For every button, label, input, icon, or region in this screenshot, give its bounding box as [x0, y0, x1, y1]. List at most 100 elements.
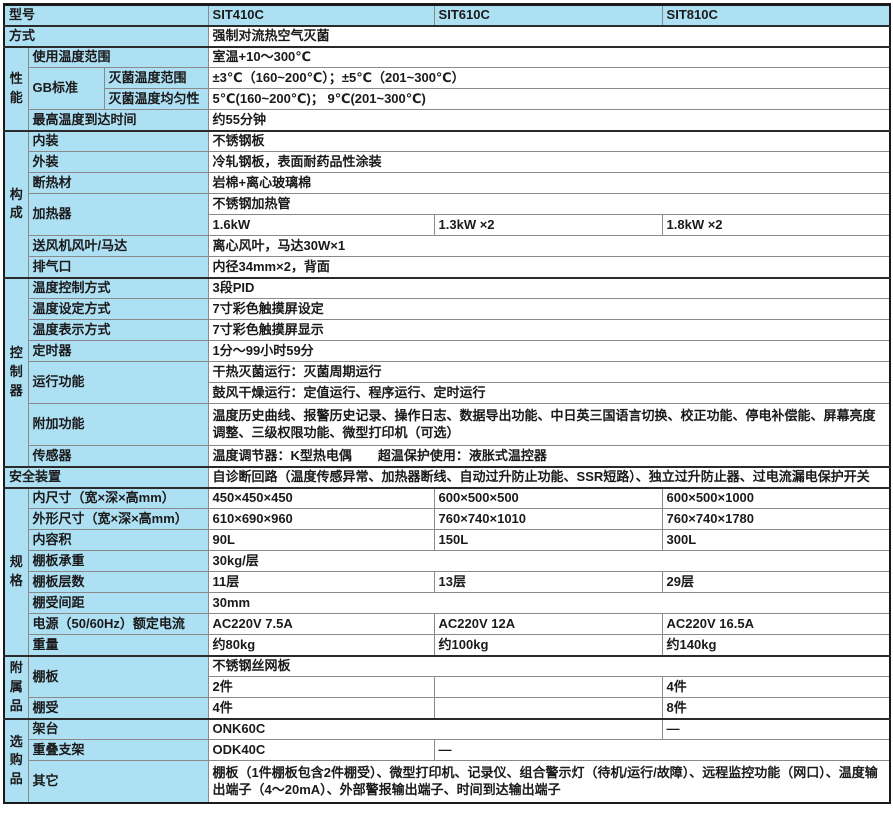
row-additional-functions-cell-1: 温度历史曲线、报警历史记录、操作日志、数据导出功能、中日英三国语言切换、校正功能… — [207, 403, 891, 447]
row-inner-dimensions-cell-0: 规格 — [3, 486, 29, 657]
row-power-rated-current: 电源（50/60Hz）额定电流 AC220V 7.5A AC220V 12A AC22… — [4, 613, 891, 636]
row-outer-dimensions-cell-2: 760×740×1010 — [433, 508, 663, 531]
row-stand-cell-1: 架台 — [27, 717, 209, 741]
row-insulation-cell-1: 岩棉+离心玻璃棉 — [207, 172, 891, 195]
row-fan-motor-cell-0: 送风机风叶/马达 — [27, 235, 209, 258]
row-stacking-bracket-cell-2: — — [433, 739, 891, 762]
row-outer-dimensions-cell-3: 760×740×1780 — [661, 508, 891, 531]
row-exhaust-port-cell-0: 排气口 — [27, 256, 209, 279]
spec-sheet: 型号 SIT410C SIT610C SIT810C 方式 强制对流热空气灭菌 性能 使用温度… — [3, 3, 892, 804]
row-operation-blast-dry-cell-0: 鼓风干燥运行：定值运行、程序运行、定时运行 — [207, 382, 891, 405]
row-shelf-support-qty-cell-0: 棚受 — [27, 697, 209, 720]
row-weight: 重量 约80kg 约100kg 约140kg — [4, 634, 891, 657]
row-fan-motor: 送风机风叶/马达 离心风叶，马达30W×1 — [4, 235, 891, 258]
row-weight-cell-1: 约80kg — [207, 634, 435, 657]
row-temp-setting-method-cell-1: 7寸彩色触摸屏设定 — [207, 298, 891, 321]
row-temp-control-method-cell-2: 3段PID — [207, 276, 891, 300]
row-heater-type: 加热器 不锈钢加热管 — [4, 193, 891, 237]
row-shelf-qty-cell-0: 2件 — [207, 676, 435, 699]
row-shelf-support-qty-cell-1: 4件 — [207, 697, 435, 720]
row-operation-dry-heat: 运行功能 干热灭菌运行：灭菌周期运行 — [4, 361, 891, 405]
row-weight-cell-0: 重量 — [27, 634, 209, 657]
row-shelf-layers-cell-2: 13层 — [433, 571, 663, 594]
row-max-temp-arrival-time: 最高温度到达时间 约55分钟 — [4, 109, 891, 132]
spec-table: 型号 SIT410C SIT610C SIT810C 方式 强制对流热空气灭菌 性能 使用温度… — [3, 3, 892, 804]
row-model-cell-1: SIT410C — [207, 3, 435, 27]
row-temp-display-method-cell-0: 温度表示方式 — [27, 319, 209, 342]
row-stacking-bracket-cell-0: 重叠支架 — [27, 739, 209, 762]
row-shelf-material: 附属品 棚板 不锈钢丝网板 — [3, 654, 891, 720]
row-sensor-cell-1: 温度调节器：K型热电偶 超温保护使用：液胀式温控器 — [207, 445, 891, 468]
row-stand-cell-0: 选购品 — [3, 717, 29, 804]
row-stand-cell-2: ONK60C — [207, 717, 663, 741]
row-heater-power-cell-0: 1.6kW — [207, 214, 435, 237]
row-inner-dimensions-cell-3: 600×500×500 — [433, 486, 663, 510]
row-interior-cell-1: 内装 — [27, 129, 209, 153]
row-interior-cell-2: 不锈钢板 — [207, 129, 891, 153]
row-shelf-support-qty: 棚受 4件 8件 — [4, 697, 891, 720]
row-shelf-qty-cell-2: 4件 — [661, 676, 891, 699]
row-gb-sterilization-temp-range-cell-0: GB标准 — [27, 67, 105, 111]
row-temp-display-method-cell-1: 7寸彩色触摸屏显示 — [207, 319, 891, 342]
row-max-temp-arrival-time-cell-0: 最高温度到达时间 — [27, 109, 209, 132]
row-shelf-qty-cell-1 — [433, 676, 663, 699]
row-weight-cell-3: 约140kg — [661, 634, 891, 657]
row-operating-temp-range-cell-2: 室温+10～300℃ — [207, 45, 891, 69]
row-inner-dimensions-cell-2: 450×450×450 — [207, 486, 435, 510]
row-additional-functions-cell-0: 附加功能 — [27, 403, 209, 447]
row-power-rated-current-cell-3: AC220V 16.5A — [661, 613, 891, 636]
row-power-rated-current-cell-2: AC220V 12A — [433, 613, 663, 636]
row-heater-power-cell-2: 1.8kW ×2 — [661, 214, 891, 237]
row-sensor: 传感器 温度调节器：K型热电偶 超温保护使用：液胀式温控器 — [4, 445, 891, 468]
row-heater-type-cell-1: 不锈钢加热管 — [207, 193, 891, 216]
row-outer-dimensions-cell-1: 610×690×960 — [207, 508, 435, 531]
row-heater-power: 1.6kW 1.3kW ×2 1.8kW ×2 — [4, 214, 891, 237]
row-inner-capacity-cell-2: 150L — [433, 529, 663, 552]
row-model-cell-0: 型号 — [3, 3, 209, 27]
row-exterior: 外装 冷轧钢板，表面耐药品性涂装 — [4, 151, 891, 174]
row-outer-dimensions: 外形尺寸（宽×深×高mm） 610×690×960 760×740×1010 760×… — [4, 508, 891, 531]
row-safety-device-cell-1: 自诊断回路（温度传感异常、加热器断线、自动过升防止功能、SSR短路）、独立过升防… — [207, 465, 891, 489]
row-inner-dimensions: 规格 内尺寸（宽×深×高mm） 450×450×450 600×500×500 600×… — [3, 486, 891, 657]
row-model-cell-2: SIT610C — [433, 3, 663, 27]
row-others: 其它 棚板（1件棚板包含2件棚受）、微型打印机、记录仪、组合警示灯（待机/运行/故… — [4, 760, 891, 804]
row-heater-power-cell-1: 1.3kW ×2 — [433, 214, 663, 237]
row-operation-dry-heat-cell-1: 干热灭菌运行：灭菌周期运行 — [207, 361, 891, 384]
row-gb-sterilization-temp-range-cell-2: ±3℃（160~200℃）；±5℃（201~300℃） — [207, 67, 891, 90]
row-shelf-support-pitch-cell-0: 棚受间距 — [27, 592, 209, 615]
row-method: 方式 强制对流热空气灭菌 — [3, 24, 891, 48]
row-safety-device-cell-0: 安全装置 — [3, 465, 209, 489]
row-method-cell-1: 强制对流热空气灭菌 — [207, 24, 891, 48]
row-gb-sterilization-temp-range-cell-1: 灭菌温度范围 — [103, 67, 209, 90]
row-operating-temp-range-cell-1: 使用温度范围 — [27, 45, 209, 69]
row-shelf-support-qty-cell-3: 8件 — [661, 697, 891, 720]
row-model-cell-3: SIT810C — [661, 3, 891, 27]
row-timer: 定时器 1分～99小时59分 — [4, 340, 891, 363]
row-inner-capacity-cell-1: 90L — [207, 529, 435, 552]
row-interior: 构成 内装 不锈钢板 — [3, 129, 891, 279]
row-shelf-load-cell-1: 30kg/层 — [207, 550, 891, 573]
row-stand: 选购品 架台 ONK60C — — [3, 717, 891, 804]
row-insulation-cell-0: 断热材 — [27, 172, 209, 195]
row-shelf-material-cell-2: 不锈钢丝网板 — [207, 654, 891, 678]
row-shelf-load-cell-0: 棚板承重 — [27, 550, 209, 573]
row-shelf-support-qty-cell-2 — [433, 697, 663, 720]
row-safety-device: 安全装置 自诊断回路（温度传感异常、加热器断线、自动过升防止功能、SSR短路）、独… — [3, 465, 891, 489]
row-inner-capacity: 内容积 90L 150L 300L — [4, 529, 891, 552]
row-method-cell-0: 方式 — [3, 24, 209, 48]
row-inner-dimensions-cell-4: 600×500×1000 — [661, 486, 891, 510]
row-shelf-load: 棚板承重 30kg/层 — [4, 550, 891, 573]
row-max-temp-arrival-time-cell-1: 约55分钟 — [207, 109, 891, 132]
row-shelf-support-pitch-cell-1: 30mm — [207, 592, 891, 615]
row-interior-cell-0: 构成 — [3, 129, 29, 279]
row-gb-temp-uniformity-cell-0: 灭菌温度均匀性 — [103, 88, 209, 111]
row-stacking-bracket: 重叠支架 ODK40C — — [4, 739, 891, 762]
row-timer-cell-1: 1分～99小时59分 — [207, 340, 891, 363]
row-fan-motor-cell-1: 离心风叶，马达30W×1 — [207, 235, 891, 258]
row-operating-temp-range: 性能 使用温度范围 室温+10～300℃ — [3, 45, 891, 132]
row-power-rated-current-cell-1: AC220V 7.5A — [207, 613, 435, 636]
row-gb-temp-uniformity: 灭菌温度均匀性 5℃(160~200℃)； 9℃(201~300℃) — [4, 88, 891, 111]
row-shelf-layers: 棚板层数 11层 13层 29层 — [4, 571, 891, 594]
row-additional-functions: 附加功能 温度历史曲线、报警历史记录、操作日志、数据导出功能、中日英三国语言切换、… — [4, 403, 891, 447]
row-insulation: 断热材 岩棉+离心玻璃棉 — [4, 172, 891, 195]
